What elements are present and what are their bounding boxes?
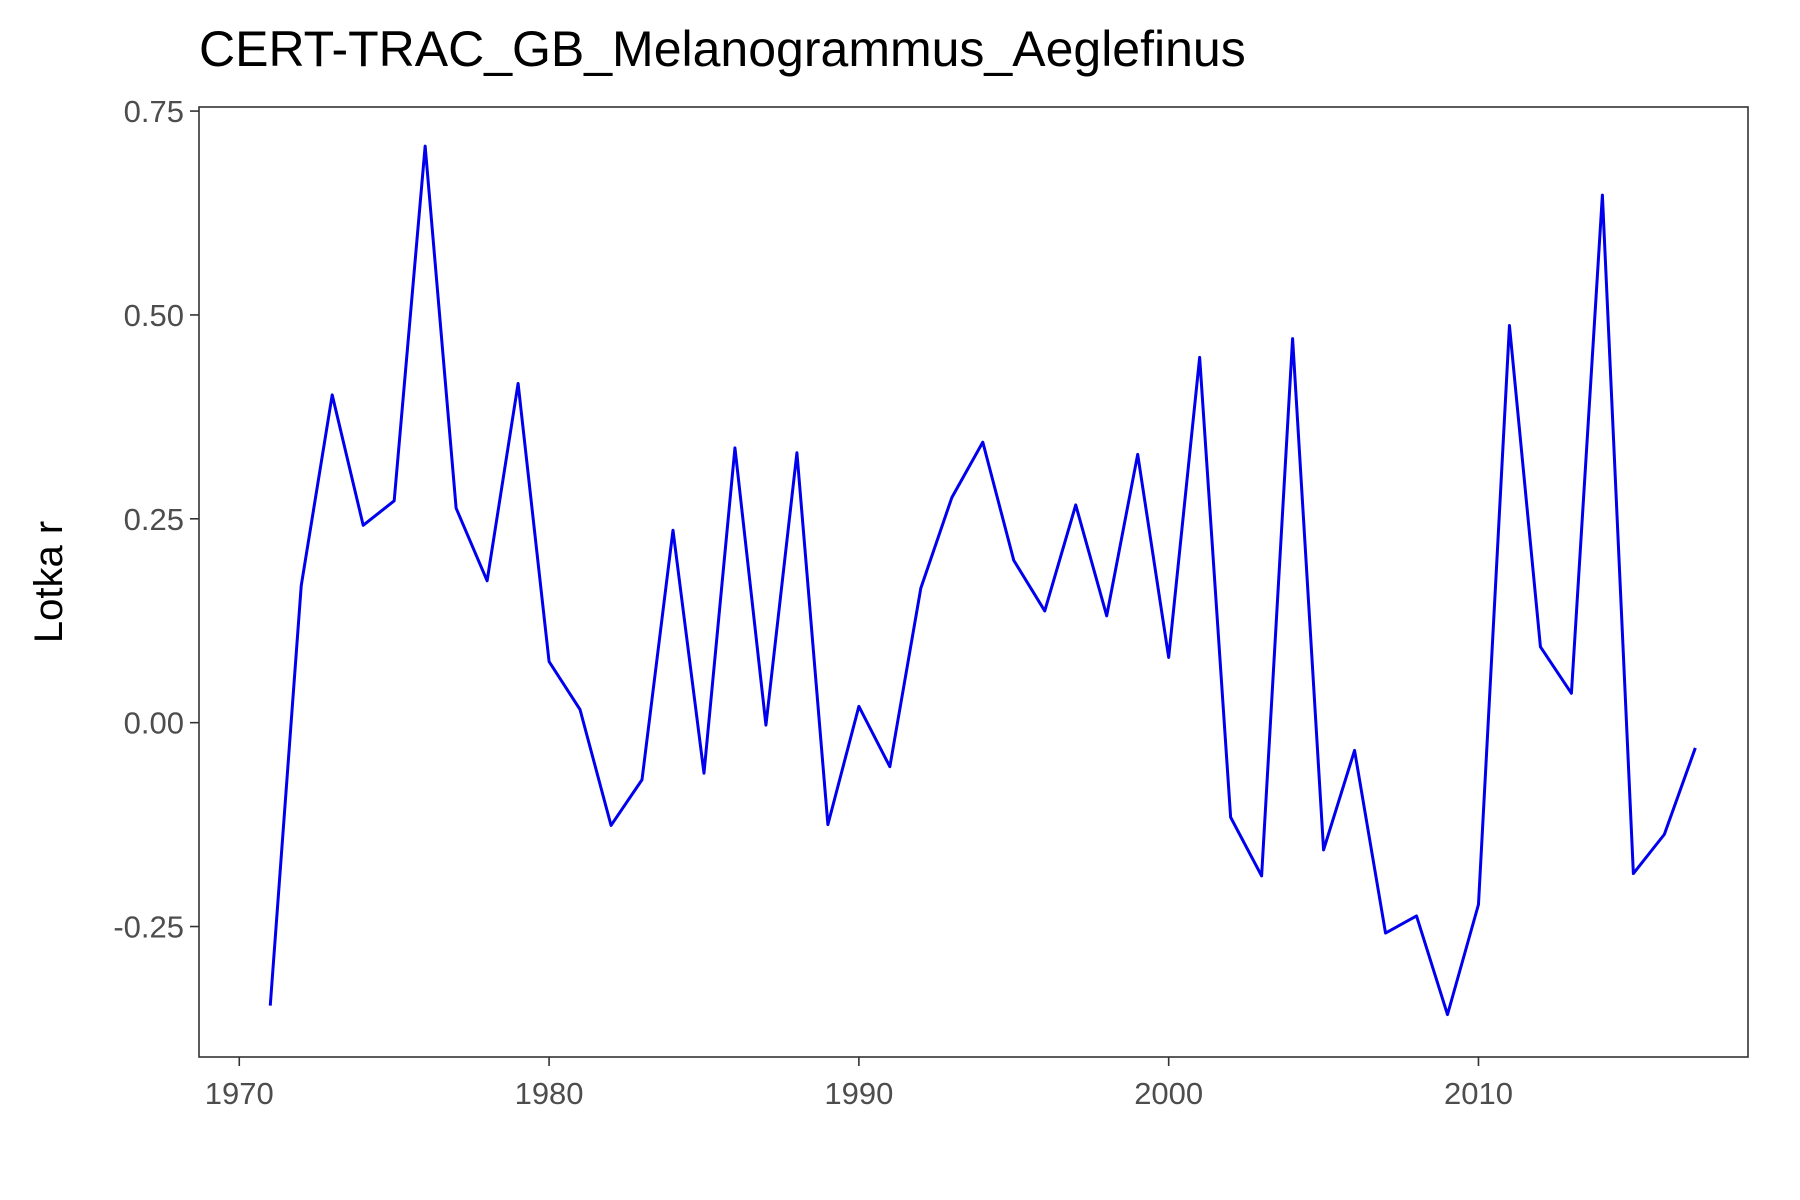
y-tick-label: 0.00 <box>124 706 184 741</box>
chart-title: CERT-TRAC_GB_Melanogrammus_Aeglefinus <box>199 21 1246 77</box>
series-line <box>268 144 1697 1017</box>
y-tick-label: 0.75 <box>124 94 184 129</box>
y-tick-label: 0.25 <box>124 502 184 537</box>
x-tick-label: 1990 <box>824 1076 893 1111</box>
y-axis: -0.25 0.00 0.25 0.50 0.75 <box>113 94 199 945</box>
y-tick-label: 0.50 <box>124 298 184 333</box>
x-tick-label: 1970 <box>205 1076 274 1111</box>
x-tick-label: 1980 <box>515 1076 584 1111</box>
x-tick-label: 2000 <box>1134 1076 1203 1111</box>
series-layer <box>268 144 1697 1017</box>
y-axis-label: Lotka r <box>27 521 71 643</box>
x-tick-label: 2010 <box>1444 1076 1513 1111</box>
plot-panel <box>198 106 1749 1058</box>
x-axis: 1970 1980 1990 2000 2010 <box>205 1057 1513 1111</box>
y-tick-label: -0.25 <box>113 910 184 945</box>
